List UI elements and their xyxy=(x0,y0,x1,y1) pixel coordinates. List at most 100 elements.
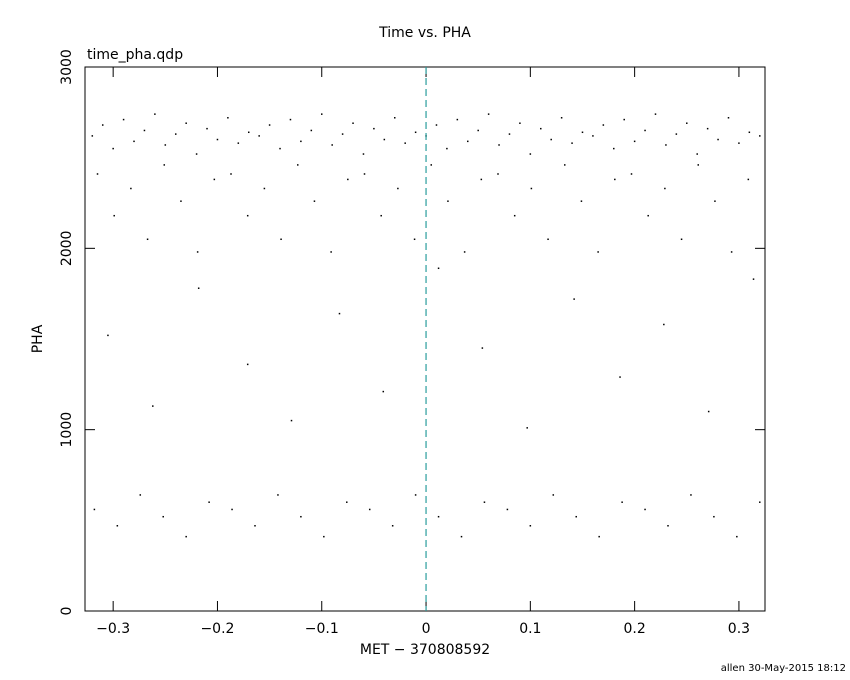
point xyxy=(540,127,542,130)
point xyxy=(547,238,549,241)
point xyxy=(112,147,114,150)
point xyxy=(154,113,156,115)
point xyxy=(254,525,256,527)
point xyxy=(456,118,459,121)
point xyxy=(91,135,94,137)
footer: allen 30-May-2015 18:12 xyxy=(721,663,846,674)
point xyxy=(93,508,96,511)
point xyxy=(467,140,469,143)
point xyxy=(297,164,299,166)
point xyxy=(380,214,382,217)
point xyxy=(564,164,566,166)
point xyxy=(696,153,698,155)
point xyxy=(714,200,716,202)
point xyxy=(529,153,532,155)
x-tick-label: 0.1 xyxy=(519,621,541,637)
point xyxy=(481,347,484,349)
point xyxy=(413,238,416,241)
point xyxy=(130,187,132,190)
point xyxy=(143,129,146,132)
point xyxy=(498,144,500,146)
chart-title: Time vs. PHA xyxy=(378,25,471,41)
point xyxy=(513,214,516,217)
point xyxy=(133,140,135,143)
point xyxy=(163,164,166,166)
point xyxy=(713,515,715,518)
point xyxy=(550,138,552,141)
point xyxy=(623,118,625,121)
point xyxy=(581,131,584,134)
point xyxy=(146,238,149,241)
y-tick-label: 3000 xyxy=(59,49,75,85)
point xyxy=(690,494,692,496)
point xyxy=(463,251,466,253)
point xyxy=(338,312,341,315)
point xyxy=(602,124,605,126)
point xyxy=(519,122,521,124)
point xyxy=(530,187,533,190)
point xyxy=(667,525,669,527)
point xyxy=(437,515,440,518)
point xyxy=(101,124,104,126)
point xyxy=(216,138,219,141)
point xyxy=(526,427,528,429)
point xyxy=(268,124,271,126)
point xyxy=(619,376,621,378)
point xyxy=(280,238,282,241)
point xyxy=(759,135,761,137)
point xyxy=(573,298,575,300)
point xyxy=(633,140,636,143)
point xyxy=(310,129,313,132)
y-tick-label: 2000 xyxy=(59,231,75,267)
point xyxy=(697,164,700,166)
point xyxy=(330,251,332,253)
y-tick-label: 1000 xyxy=(59,412,75,448)
x-tick-label: 0 xyxy=(422,621,431,637)
point xyxy=(497,173,499,175)
point xyxy=(730,251,733,253)
point xyxy=(460,535,463,538)
point xyxy=(382,390,385,393)
point xyxy=(529,525,532,527)
point xyxy=(613,147,615,150)
point xyxy=(290,419,293,422)
point xyxy=(341,133,344,135)
point xyxy=(727,117,730,119)
point xyxy=(630,173,633,175)
point xyxy=(230,173,232,175)
point xyxy=(197,287,200,289)
point xyxy=(195,153,198,155)
point xyxy=(675,133,678,135)
point xyxy=(185,535,187,538)
point xyxy=(414,494,417,496)
point xyxy=(164,144,167,146)
point xyxy=(362,153,365,155)
point xyxy=(96,173,99,175)
point xyxy=(394,117,396,119)
x-tick-label: −0.1 xyxy=(305,621,339,637)
point xyxy=(759,501,761,503)
point xyxy=(597,251,599,253)
point xyxy=(116,525,119,527)
chart-subtitle: time_pha.qdp xyxy=(87,47,183,63)
x-axis-label: MET − 370808592 xyxy=(360,642,490,658)
point xyxy=(738,142,740,144)
point xyxy=(346,501,348,503)
point xyxy=(174,133,177,135)
point xyxy=(139,494,142,496)
point xyxy=(352,122,354,124)
point xyxy=(508,133,511,135)
point xyxy=(736,535,738,538)
point xyxy=(300,140,302,143)
point xyxy=(113,214,115,217)
point xyxy=(654,113,657,115)
point xyxy=(592,135,594,137)
point xyxy=(575,515,577,518)
point xyxy=(404,142,406,144)
point xyxy=(227,117,229,119)
point xyxy=(247,131,250,134)
point xyxy=(647,214,649,217)
point xyxy=(621,501,623,503)
point xyxy=(614,178,616,181)
